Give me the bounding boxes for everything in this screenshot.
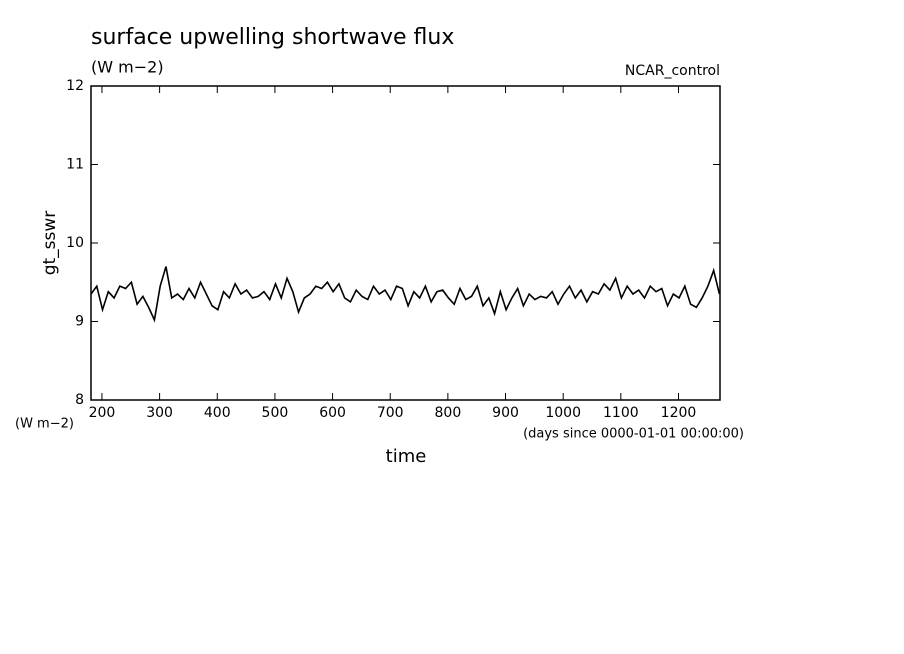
x-tick-label: 1000 — [545, 405, 581, 421]
y-tick-label: 12 — [66, 78, 84, 94]
data-line — [90, 266, 721, 323]
x-axis-label: time — [386, 446, 427, 467]
x-tick-label: 900 — [492, 405, 519, 421]
x-tick-label: 300 — [146, 405, 173, 421]
x-tick-label: 200 — [89, 405, 116, 421]
x-tick-label: 1100 — [603, 405, 639, 421]
x-axis-unit: (days since 0000-01-01 00:00:00) — [523, 427, 744, 442]
chart-title: surface upwelling shortwave flux — [91, 25, 454, 50]
y-axis-label: gt_sswr — [40, 211, 60, 276]
x-tick-label: 600 — [319, 405, 346, 421]
x-tick-label: 400 — [204, 405, 231, 421]
y-tick-label: 11 — [66, 157, 84, 173]
experiment-label: NCAR_control — [625, 63, 720, 79]
chart-subtitle: (W m−2) — [91, 58, 164, 77]
x-tick-label: 500 — [262, 405, 289, 421]
x-tick-label: 800 — [435, 405, 462, 421]
x-tick-label: 700 — [377, 405, 404, 421]
y-tick-label: 10 — [66, 235, 84, 251]
y-tick-label: 9 — [75, 314, 84, 330]
y-tick-label: 8 — [75, 392, 84, 408]
y-axis-unit: (W m−2) — [15, 417, 74, 432]
x-tick-label: 1200 — [661, 405, 697, 421]
